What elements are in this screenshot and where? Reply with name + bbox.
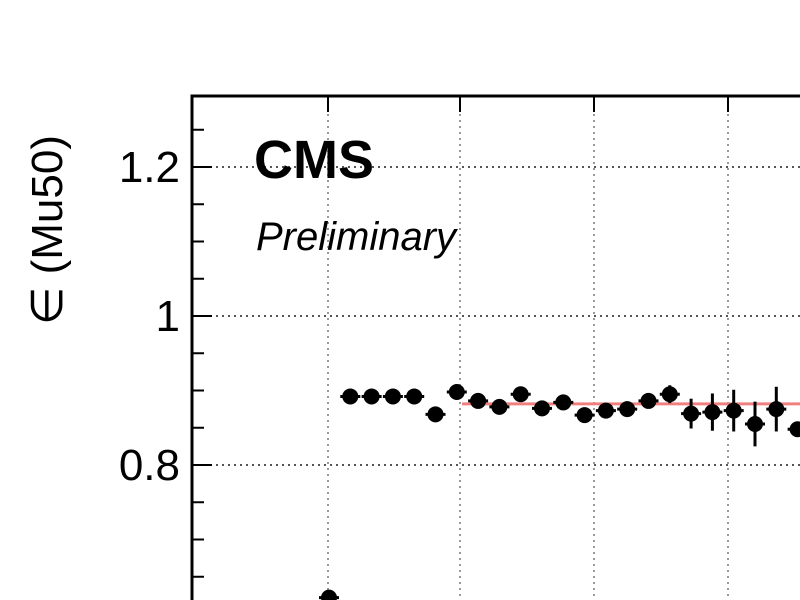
y-axis-ticks: 0.8 1 1.2 [119,96,729,578]
axis-frame [190,94,800,600]
preliminary-label: Preliminary [256,215,459,259]
data-point [725,402,742,419]
data-point [406,388,423,405]
grid-lines [192,96,800,600]
data-point [597,402,614,419]
y-tick-label: 1.2 [119,143,180,192]
data-point [321,589,337,600]
data-point [683,405,700,422]
data-point [363,388,380,405]
data-point [619,401,636,418]
data-point [704,404,721,421]
data-point [576,407,593,424]
data-points [319,383,800,600]
y-axis-label: ∈ (Mu50) [23,135,72,325]
data-point [661,386,678,403]
data-point [384,388,401,405]
data-point [512,386,529,403]
data-point [534,400,550,417]
data-point [747,416,763,433]
data-point [427,406,444,423]
y-tick-label: 0.8 [119,441,180,490]
data-point [470,392,487,409]
data-point [768,401,785,418]
cms-label: CMS [254,130,374,190]
data-point [342,388,359,405]
data-point [555,394,572,411]
data-point [491,398,508,415]
y-tick-label: 1 [156,292,180,341]
data-point [789,421,800,438]
data-point [640,392,657,409]
plot-frame [190,94,800,600]
data-point [448,383,465,400]
